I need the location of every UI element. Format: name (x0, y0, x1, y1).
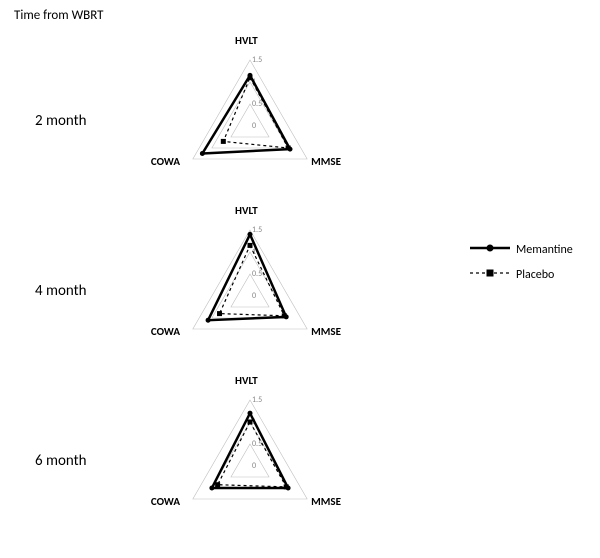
svg-text:1.5: 1.5 (252, 395, 262, 405)
legend-label: Memantine (516, 243, 573, 257)
svg-text:0: 0 (252, 291, 256, 301)
axis-label-top: HVLT (235, 374, 258, 387)
axis-label-left: COWA (151, 325, 180, 338)
axis-label-left: COWA (151, 155, 180, 168)
svg-text:1.5: 1.5 (252, 225, 262, 235)
row-label: 6 month (35, 452, 87, 470)
svg-text:0.5: 0.5 (252, 439, 262, 449)
legend-line-icon (470, 265, 510, 284)
radar-chart: 00.511.5HVLTMMSECOWA (170, 40, 330, 212)
row-label: 2 month (35, 112, 87, 130)
svg-text:0: 0 (252, 461, 256, 471)
radar-chart: 00.511.5HVLTMMSECOWA (170, 380, 330, 552)
legend-item: Memantine (470, 240, 573, 259)
svg-text:0.5: 0.5 (252, 99, 262, 109)
svg-text:0.5: 0.5 (252, 269, 262, 279)
svg-text:0: 0 (252, 121, 256, 131)
radar-chart: 00.511.5HVLTMMSECOWA (170, 210, 330, 382)
axis-label-right: MMSE (311, 325, 341, 338)
header-title: Time from WBRT (14, 8, 103, 23)
row-label: 4 month (35, 282, 87, 300)
legend: Memantine Placebo (470, 240, 573, 290)
legend-item: Placebo (470, 265, 573, 284)
legend-line-icon (470, 240, 510, 259)
axis-label-top: HVLT (235, 34, 258, 47)
legend-label: Placebo (516, 268, 554, 282)
svg-text:1.5: 1.5 (252, 55, 262, 65)
axis-label-left: COWA (151, 495, 180, 508)
axis-label-right: MMSE (311, 155, 341, 168)
axis-label-right: MMSE (311, 495, 341, 508)
axis-label-top: HVLT (235, 204, 258, 217)
